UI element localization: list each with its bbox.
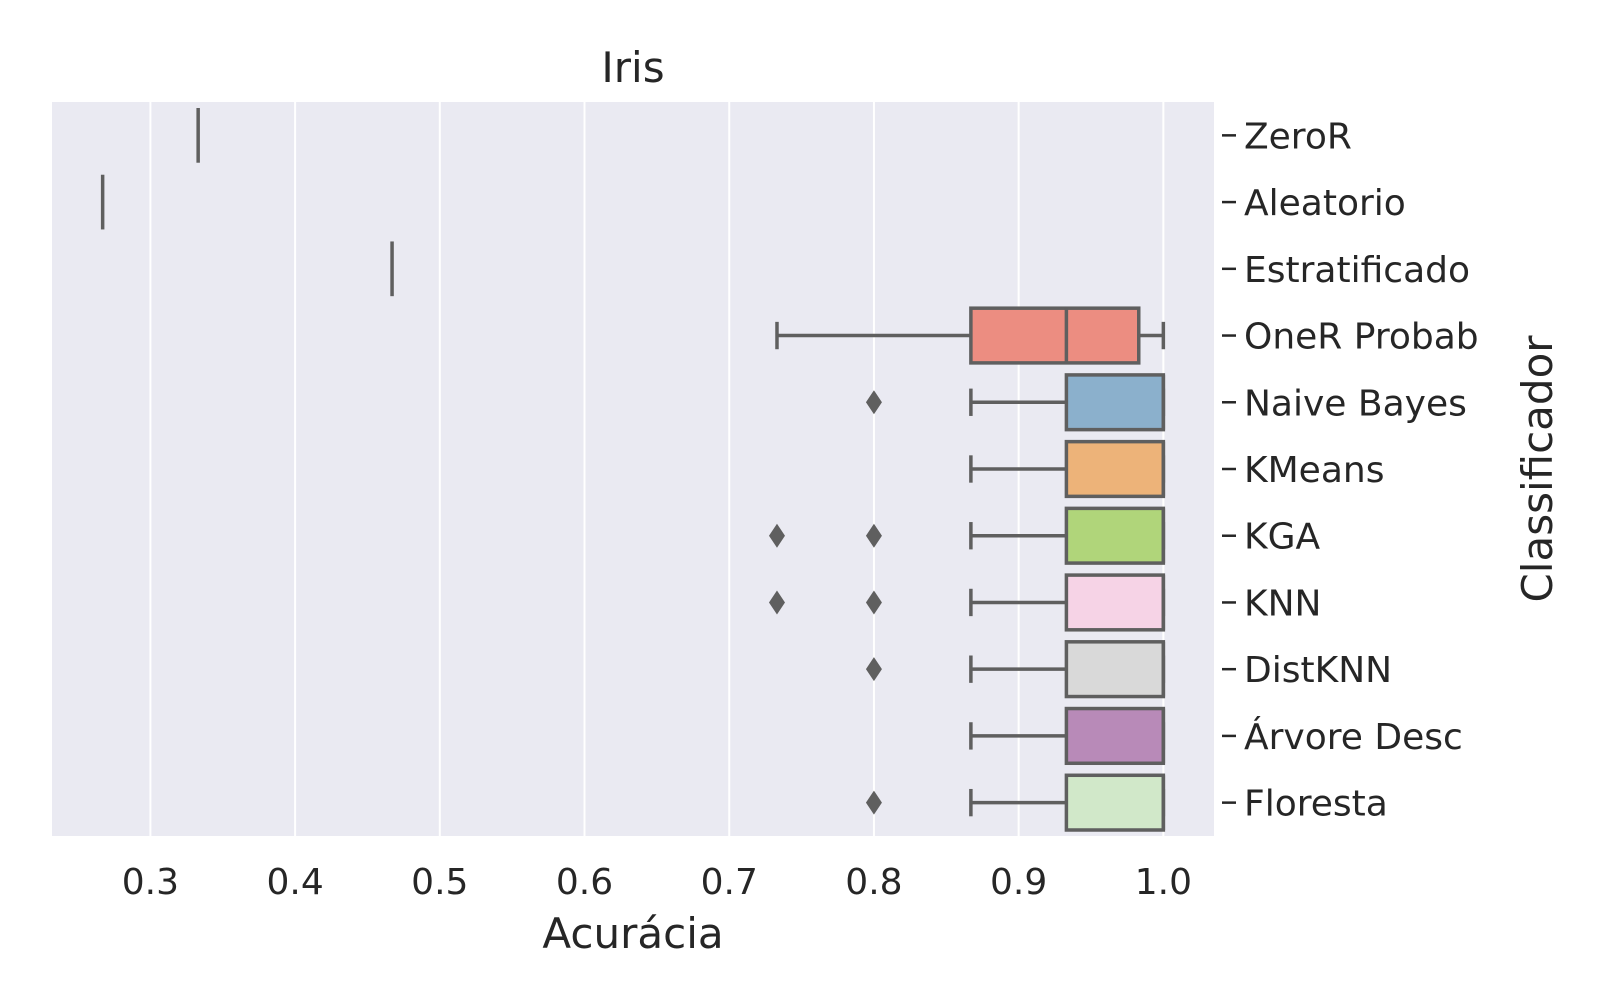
y-tick-label: OneR Probab: [1244, 317, 1479, 358]
outlier-point: [865, 657, 882, 682]
x-tick-label: 0.3: [122, 862, 179, 903]
box-group: [865, 640, 1166, 699]
box-group: [969, 706, 1166, 766]
box-rect: [1064, 773, 1166, 832]
y-tick-label: KGA: [1244, 517, 1321, 558]
y-tick-label: KMeans: [1244, 450, 1384, 491]
box-group: [969, 439, 1166, 499]
y-tick-label: KNN: [1244, 583, 1321, 624]
x-tick-label: 0.7: [701, 862, 758, 903]
x-tick-label: 0.9: [990, 862, 1047, 903]
y-tick-label: ZeroR: [1244, 116, 1352, 157]
boxes: [100, 108, 1166, 832]
box-rect: [1064, 573, 1166, 632]
box-rect: [1064, 373, 1166, 432]
box-rect: [1064, 506, 1166, 565]
box-rect: [1064, 706, 1166, 766]
x-tick-label: 0.8: [845, 862, 902, 903]
y-tick-label: DistKNN: [1244, 650, 1392, 691]
box-group: [768, 573, 1166, 632]
chart-title: Iris: [601, 43, 664, 92]
box-rect: [1064, 640, 1166, 699]
box-group: [865, 373, 1166, 432]
x-axis-ticks: 0.3 0.4 0.5 0.6 0.7 0.8 0.9 1.0: [122, 862, 1192, 903]
x-tick-label: 0.6: [556, 862, 613, 903]
outlier-point: [865, 790, 882, 815]
x-tick-label: 1.0: [1135, 862, 1192, 903]
box-rect: [1064, 439, 1166, 499]
y-tick-label: Floresta: [1244, 784, 1388, 825]
outlier-point: [768, 523, 785, 548]
outlier-point: [768, 590, 785, 615]
box-group: [775, 306, 1166, 365]
box-group: [865, 773, 1166, 832]
box-group: [768, 506, 1166, 565]
y-tick-label: Árvore Desc: [1244, 716, 1463, 758]
y-axis-ticks: ZeroR Aleatorio Estratificado OneR Probab Na…: [1222, 116, 1479, 825]
outlier-point: [865, 390, 882, 415]
y-tick-label: Aleatorio: [1244, 183, 1406, 224]
y-tick-label: Estratificado: [1244, 250, 1470, 291]
outlier-point: [865, 523, 882, 548]
x-axis-label: Acurácia: [542, 909, 723, 958]
box-rect: [969, 306, 1141, 365]
x-tick-label: 0.4: [266, 862, 323, 903]
outlier-point: [865, 590, 882, 615]
grid-lines: [149, 102, 1165, 836]
x-tick-label: 0.5: [411, 862, 468, 903]
y-tick-label: Naive Bayes: [1244, 383, 1467, 424]
y-axis-label: Classificador: [1513, 335, 1562, 603]
